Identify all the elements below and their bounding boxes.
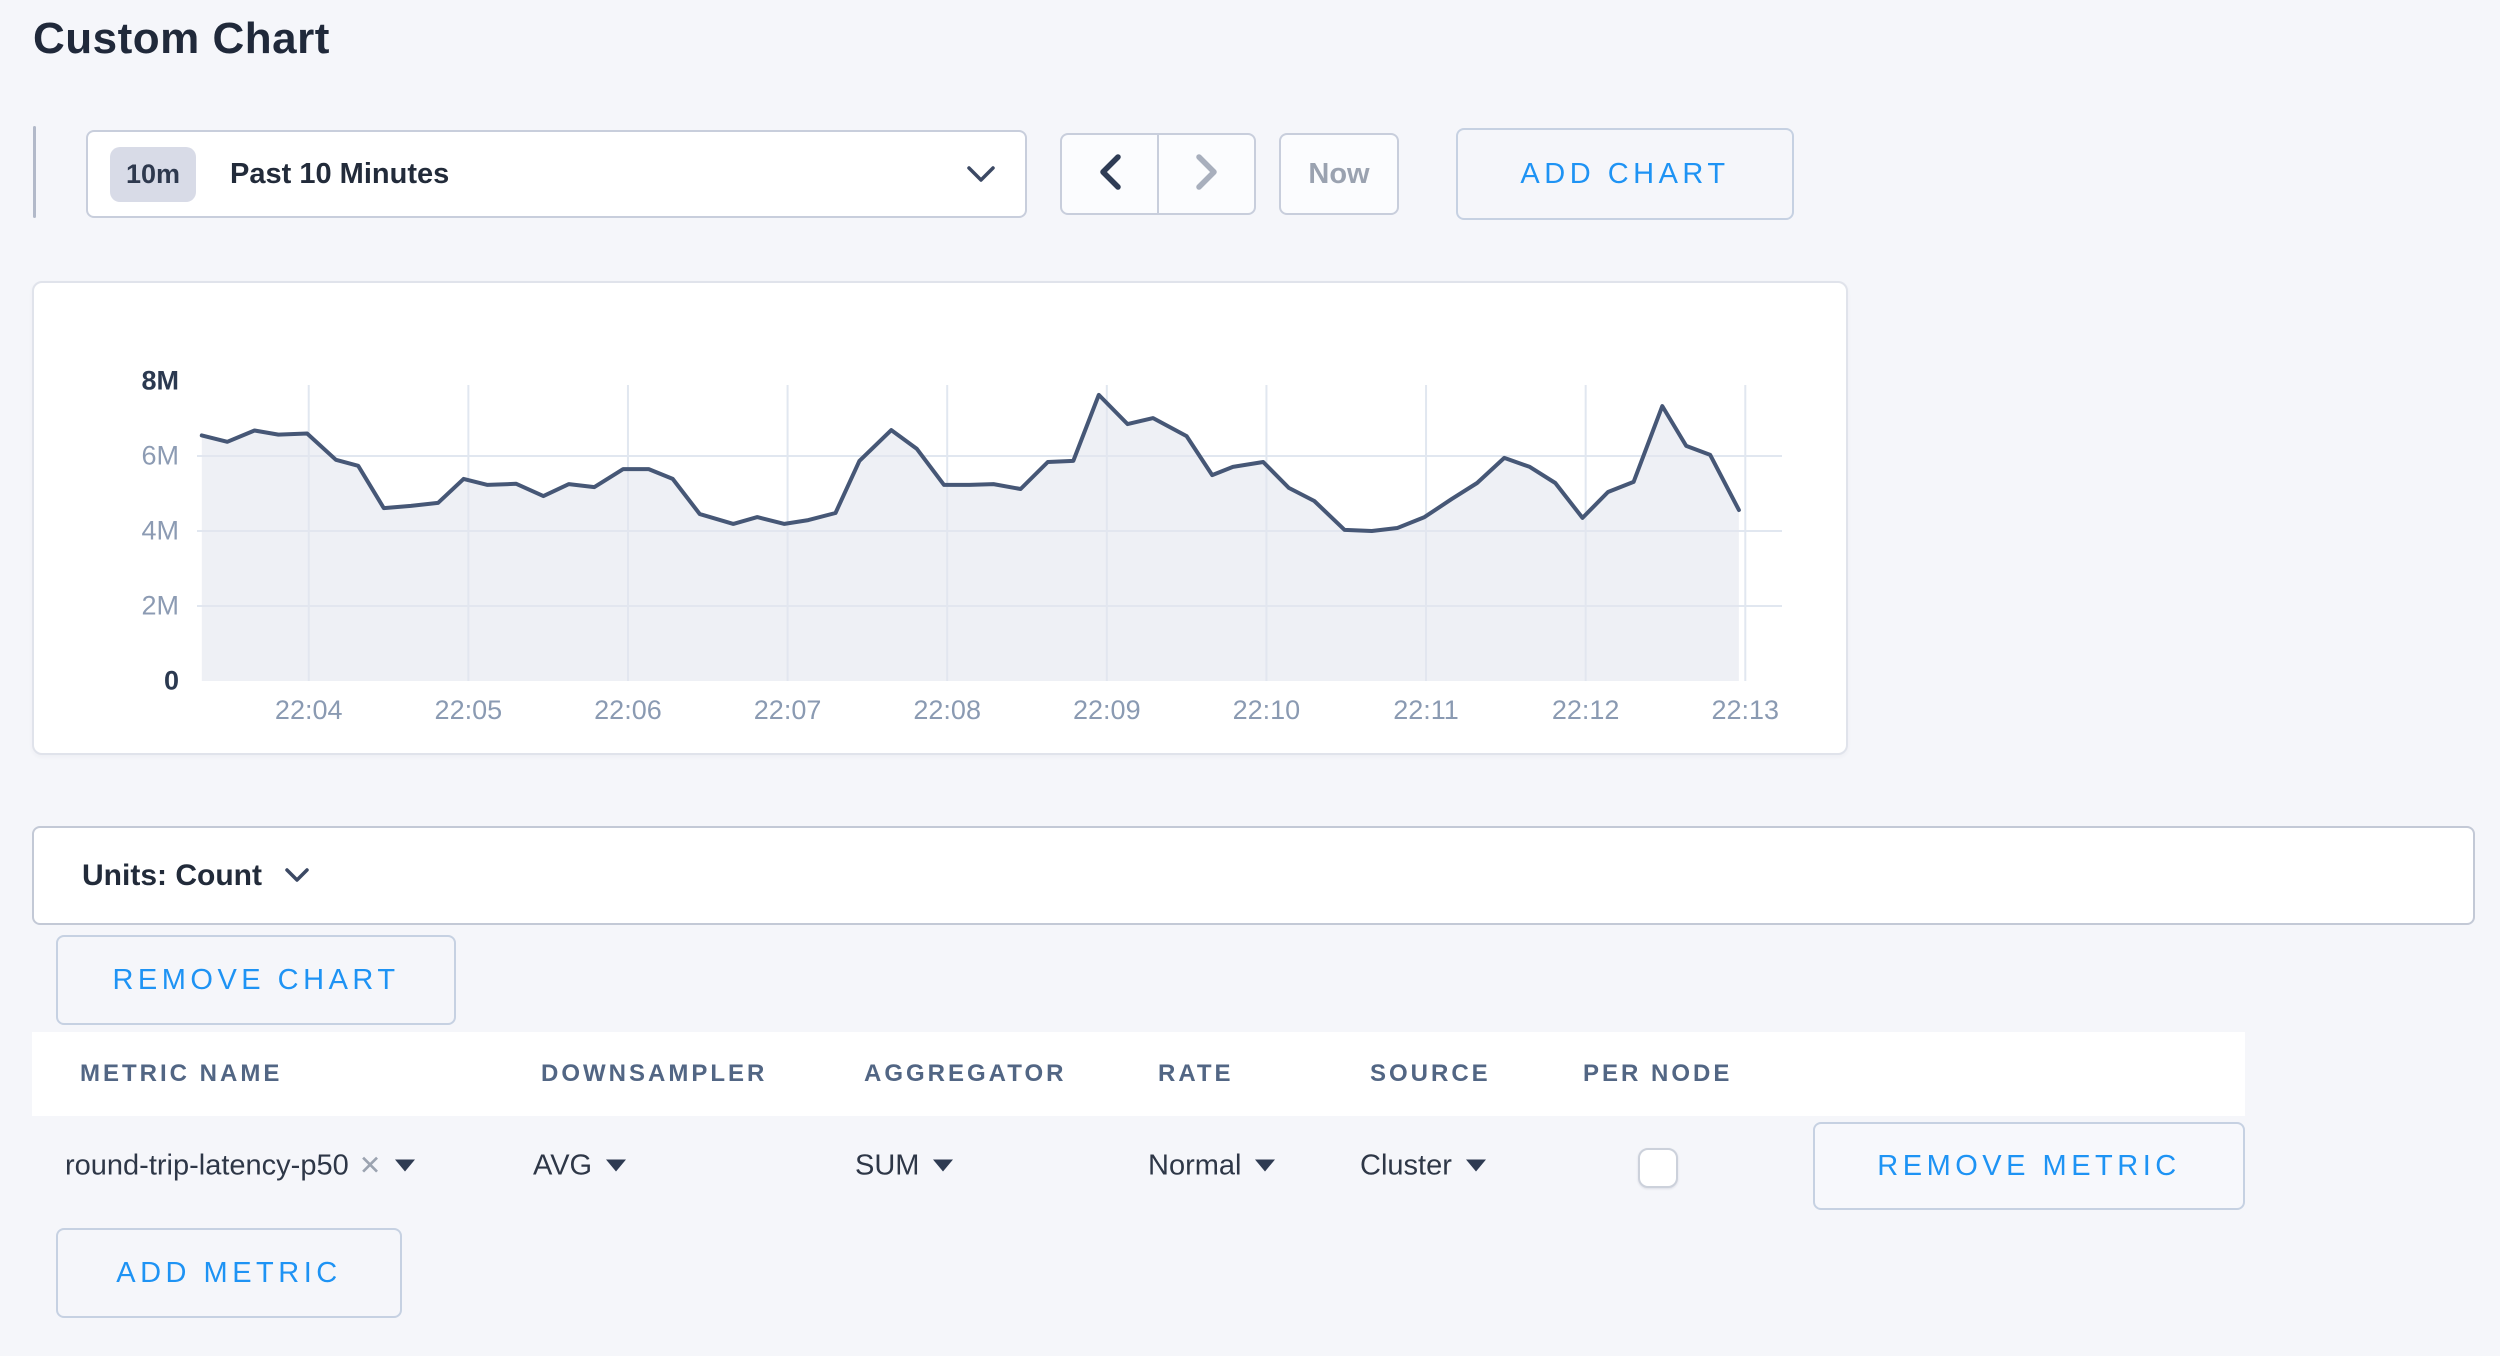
aggregator-dropdown[interactable]: SUM [855, 1149, 954, 1183]
column-header-metric-name: METRIC NAME [80, 1060, 283, 1087]
remove-chart-button[interactable]: REMOVE CHART [56, 935, 456, 1025]
x-tick-label: 22:13 [1711, 695, 1780, 725]
x-tick-label: 22:06 [594, 695, 662, 725]
chevron-right-icon [1194, 152, 1220, 197]
column-header-downsampler: DOWNSAMPLER [541, 1060, 768, 1087]
x-tick-label: 22:05 [434, 695, 503, 725]
column-header-rate: RATE [1158, 1060, 1234, 1087]
chevron-down-icon[interactable] [284, 867, 310, 889]
add-metric-button[interactable]: ADD METRIC [56, 1228, 402, 1318]
toolbar-divider [33, 126, 36, 218]
x-tick-label: 22:04 [274, 695, 343, 725]
rate-value: Normal [1148, 1149, 1242, 1182]
chevron-down-icon [965, 164, 997, 189]
time-forward-button[interactable] [1159, 135, 1254, 213]
time-window-label: Past 10 Minutes [230, 157, 450, 190]
metric-row: round-trip-latency-p50 ✕ AVG SUM Normal C… [0, 1116, 2500, 1216]
x-tick-label: 22:10 [1232, 695, 1301, 725]
x-tick-label: 22:09 [1073, 695, 1141, 725]
caret-down-icon [1465, 1159, 1486, 1172]
source-dropdown[interactable]: Cluster [1360, 1150, 1486, 1183]
caret-down-icon [1255, 1159, 1276, 1172]
x-tick-label: 22:08 [913, 695, 981, 725]
source-value: Cluster [1360, 1149, 1452, 1182]
page-title: Custom Chart [33, 14, 330, 63]
series-area-fill [201, 394, 1739, 681]
y-tick-label: 0 [163, 665, 179, 696]
time-window-badge: 10m [110, 146, 197, 202]
metric-name-label: round-trip-latency-p50 [65, 1149, 349, 1182]
y-tick-label: 2M [141, 590, 179, 621]
units-bar: Units: Count [32, 826, 2475, 925]
per-node-checkbox[interactable] [1638, 1148, 1678, 1188]
remove-tag-icon[interactable]: ✕ [358, 1150, 382, 1181]
column-header-aggregator: AGGREGATOR [864, 1060, 1067, 1087]
time-pager-group [1060, 133, 1256, 215]
downsampler-value: AVG [533, 1149, 593, 1182]
time-back-button[interactable] [1062, 135, 1159, 213]
add-chart-button[interactable]: ADD CHART [1456, 128, 1794, 220]
x-tick-label: 22:07 [753, 695, 822, 725]
chart-card: 8M 6M 4M 2M 0 22:04 22:05 22:06 22:07 22:08 22:09… [32, 281, 1848, 755]
series-line [199, 392, 1741, 533]
caret-down-icon [395, 1159, 416, 1172]
y-tick-label: 8M [141, 365, 179, 396]
metrics-table-header: METRIC NAME DOWNSAMPLER AGGREGATOR RATE SOUR… [32, 1032, 2245, 1116]
time-window-dropdown[interactable]: 10m Past 10 Minutes [86, 130, 1027, 218]
chart-plot-area [197, 385, 1782, 681]
y-tick-label: 6M [141, 440, 179, 471]
caret-down-icon [606, 1159, 627, 1172]
now-button[interactable]: Now [1279, 133, 1399, 215]
downsampler-dropdown[interactable]: AVG [533, 1149, 627, 1183]
x-tick-label: 22:12 [1551, 695, 1620, 725]
y-tick-label: 4M [141, 515, 179, 546]
metric-name-dropdown[interactable]: round-trip-latency-p50 ✕ [65, 1149, 416, 1183]
x-tick-label: 22:11 [1393, 695, 1459, 725]
column-header-source: SOURCE [1370, 1060, 1491, 1087]
column-header-per-node: PER NODE [1583, 1060, 1733, 1087]
caret-down-icon [933, 1159, 954, 1172]
aggregator-value: SUM [855, 1149, 920, 1182]
rate-dropdown[interactable]: Normal [1148, 1149, 1276, 1183]
timeseries-chart [197, 377, 1782, 681]
units-dropdown[interactable]: Units: Count [82, 858, 262, 892]
remove-metric-button[interactable]: REMOVE METRIC [1813, 1122, 2245, 1210]
chevron-left-icon [1097, 152, 1123, 197]
